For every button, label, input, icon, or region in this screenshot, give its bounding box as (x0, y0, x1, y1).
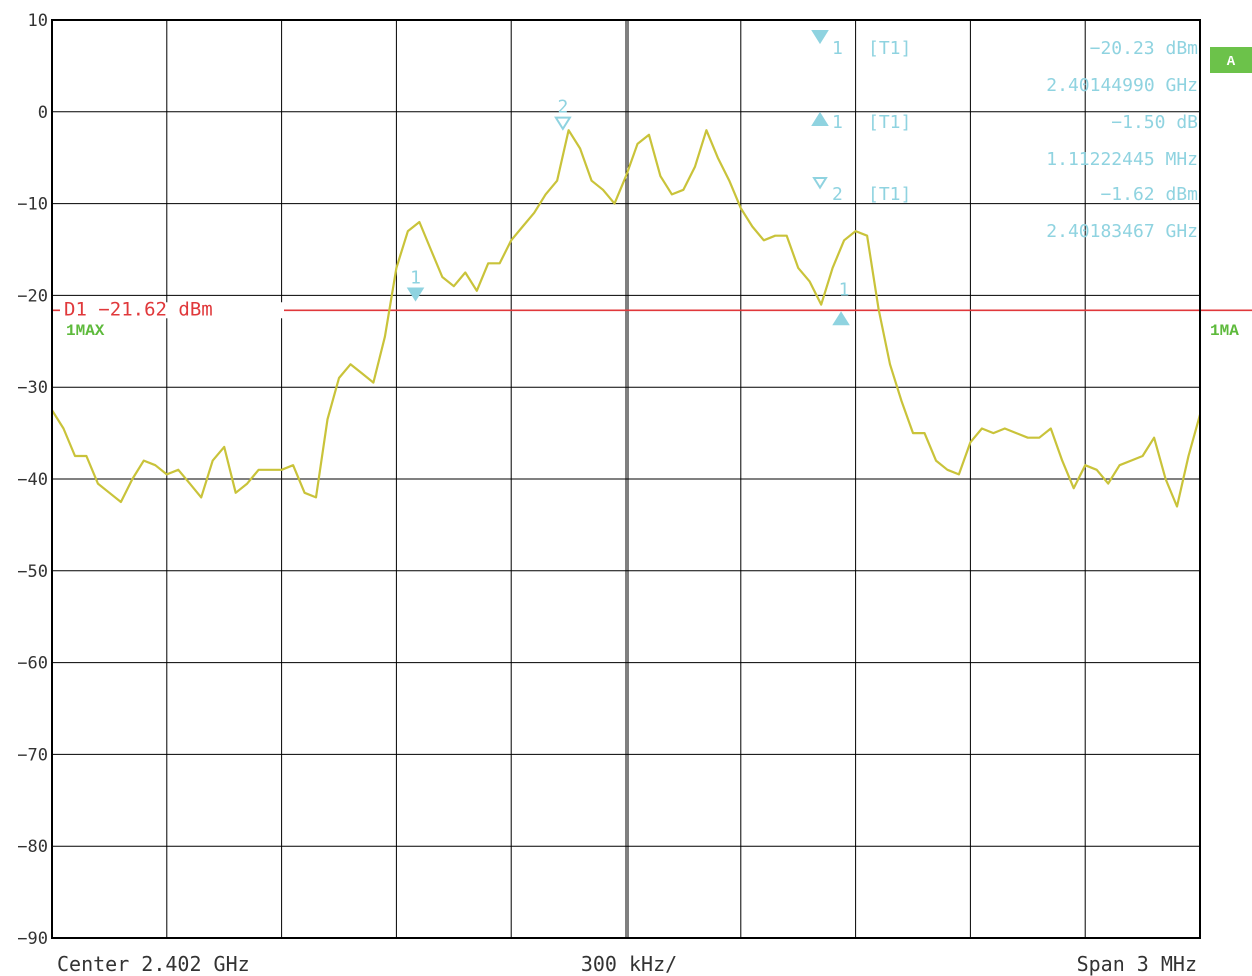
footer-per-div: 300 kHz/ (581, 952, 677, 976)
marker-table-freq: 2.40183467 GHz (1046, 221, 1198, 242)
badge-background (1210, 47, 1252, 73)
y-tick-label: −70 (17, 745, 48, 765)
trace-line (51, 129, 1202, 508)
marker-table: 1 [T1] −20.23 dBm 2.40144990 GHz 1 [T1] −1.50 … (811, 30, 1198, 242)
marker-open-down-icon (554, 116, 572, 131)
marker-filled-down-icon (406, 287, 425, 302)
plot-marker-label: 1 (839, 279, 850, 300)
marker-table-trace: [T1] (868, 38, 911, 59)
marker-table-freq: 1.11222445 MHz (1046, 149, 1198, 170)
plot-markers: 1 2 1 (406, 97, 850, 326)
y-tick-label: −30 (17, 378, 48, 398)
marker-table-value: −20.23 dBm (1090, 38, 1198, 59)
marker-table-value: −1.62 dBm (1100, 184, 1198, 205)
y-tick-label: −20 (17, 286, 48, 306)
plot-marker-label: 1 (410, 268, 421, 289)
footer-center: Center 2.402 GHz (57, 952, 250, 976)
y-tick-label: −10 (17, 195, 48, 215)
y-tick-label: −40 (17, 470, 48, 490)
y-tick-label: −50 (17, 562, 48, 582)
marker-table-trace: [T1] (868, 112, 911, 133)
y-tick-label: −60 (17, 654, 48, 674)
plot-border (51, 19, 1201, 939)
threshold-label: D1 −21.62 dBm (64, 298, 213, 320)
footer-span: Span 3 MHz (1077, 952, 1197, 976)
marker-table-id: 1 (832, 38, 843, 59)
trace-label-right: 1MA (1210, 322, 1239, 340)
badge-label: A (1227, 54, 1236, 70)
marker-open-down-icon (812, 177, 828, 190)
trace-label-left: 1MAX (66, 322, 105, 340)
y-tick-label: 10 (28, 11, 48, 31)
marker-table-trace: [T1] (868, 184, 911, 205)
marker-filled-up-icon (832, 311, 850, 326)
marker-table-id: 2 (832, 184, 843, 205)
marker-filled-up-icon (811, 111, 829, 126)
marker-table-id: 1 (832, 112, 843, 133)
marker-filled-down-icon (811, 30, 829, 45)
marker-table-freq: 2.40144990 GHz (1046, 75, 1198, 96)
y-tick-label: −90 (17, 929, 48, 949)
marker-table-value: −1.50 dB (1111, 112, 1198, 133)
y-tick-labels: 10 0 −10 −20 −30 −40 −50 −60 −70 −80 −90 (17, 11, 48, 949)
plot-marker-label: 2 (557, 97, 568, 118)
threshold-line-group: D1 −21.62 dBm (52, 298, 1252, 320)
threshold-label-background (60, 302, 284, 319)
y-tick-label: −80 (17, 837, 48, 857)
status-badge: A (1210, 47, 1252, 73)
y-tick-label: 0 (38, 103, 48, 123)
